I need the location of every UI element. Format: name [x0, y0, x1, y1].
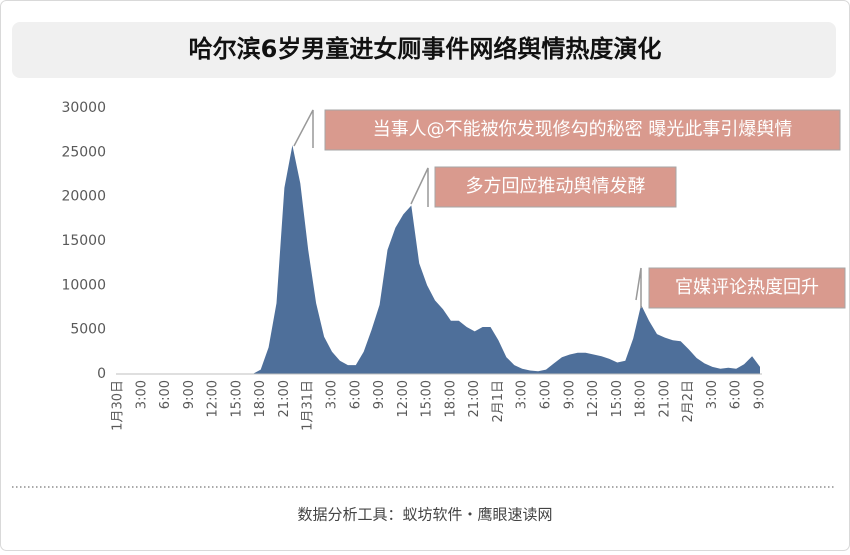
x-tick-label: 6:00: [158, 380, 173, 409]
y-tick-label: 10000: [61, 277, 106, 293]
x-tick-label: 2月1日: [491, 380, 506, 423]
x-tick-label: 9:00: [562, 380, 577, 409]
x-tick-label: 12:00: [586, 380, 601, 417]
x-tick-label: 3:00: [325, 380, 340, 409]
chart-title: 哈尔滨6岁男童进女厕事件网络舆情热度演化: [189, 35, 662, 63]
y-tick-label: 5000: [70, 322, 106, 338]
footer: 数据分析工具：蚁坊软件・鹰眼速读网: [297, 506, 552, 524]
annotation-leader: [410, 167, 429, 207]
x-tick-label: 9:00: [372, 380, 387, 409]
x-tick-label: 18:00: [634, 380, 649, 417]
x-tick-label: 21:00: [657, 380, 672, 417]
annotation-text: 当事人@不能被你发现修勾的秘密 曝光此事引爆舆情: [373, 119, 793, 140]
y-tick-label: 20000: [61, 189, 106, 205]
x-tick-label: 3:00: [515, 380, 530, 409]
annotation-text: 多方回应推动舆情发酵: [466, 176, 646, 197]
annotation-box: [324, 109, 841, 151]
x-tick-label: 15:00: [229, 380, 244, 417]
x-tick-label: 15:00: [420, 380, 435, 417]
x-tick-label: 9:00: [753, 380, 768, 409]
y-tick-label: 25000: [61, 144, 106, 160]
y-tick-label: 15000: [61, 233, 106, 249]
annotation-box: [648, 267, 846, 309]
title-box: [12, 22, 836, 78]
y-tick-label: 30000: [61, 100, 106, 116]
y-tick-label: 0: [97, 366, 106, 382]
x-tick-label: 12:00: [396, 380, 411, 417]
x-tick-label: 1月30日: [111, 380, 126, 431]
x-tick-label: 1月31日: [301, 380, 316, 431]
x-tick-label: 2月2日: [681, 380, 696, 423]
x-tick-label: 6:00: [729, 380, 744, 409]
annotation-leader: [293, 109, 314, 148]
x-tick-label: 21:00: [467, 380, 482, 417]
x-tick-label: 3:00: [134, 380, 149, 409]
area: [118, 145, 760, 374]
annotation-box: [434, 166, 677, 208]
x-tick-label: 6:00: [539, 380, 554, 409]
annotation-text: 官媒评论热度回升: [675, 277, 819, 298]
x-tick-label: 18:00: [253, 380, 268, 417]
annotation-leader: [635, 267, 642, 308]
x-tick-label: 6:00: [348, 380, 363, 409]
x-tick-label: 9:00: [182, 380, 197, 409]
x-tick-label: 12:00: [206, 380, 221, 417]
x-tick-label: 3:00: [705, 380, 720, 409]
x-tick-label: 18:00: [443, 380, 458, 417]
x-tick-label: 21:00: [277, 380, 292, 417]
x-tick-label: 15:00: [610, 380, 625, 417]
